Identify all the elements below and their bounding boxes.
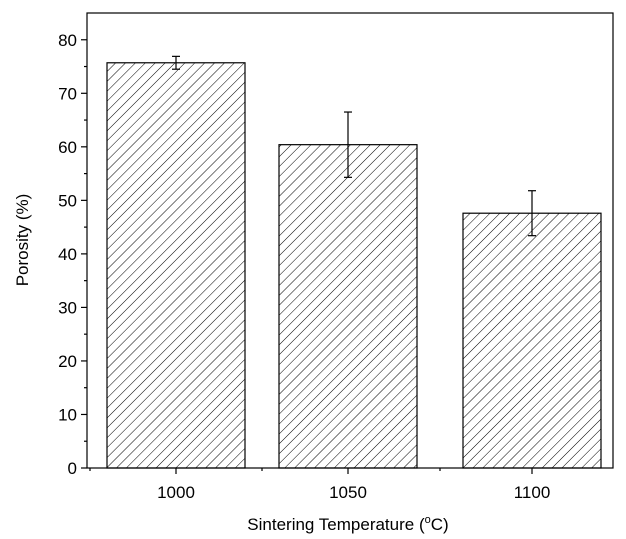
x-axis-title-degree: o — [425, 514, 431, 526]
error-bar-1050 — [344, 111, 352, 178]
y-tick-label: 30 — [58, 298, 77, 317]
y-axis-title: Porosity (%) — [13, 194, 32, 287]
y-tick-label: 0 — [68, 459, 77, 478]
y-tick-label: 40 — [58, 245, 77, 264]
x-tick-label-1000: 1000 — [157, 483, 195, 502]
y-tick-label: 80 — [58, 31, 77, 50]
error-bar-1000 — [172, 55, 180, 70]
y-tick-label: 50 — [58, 191, 77, 210]
bar-1000 — [106, 62, 246, 469]
x-axis: 1000 1050 1100 — [89, 468, 551, 502]
error-bars-layer — [172, 55, 536, 237]
y-tick-label: 70 — [58, 84, 77, 103]
plot-frame — [86, 12, 614, 469]
x-axis-title-main: Sintering Temperature ( — [247, 515, 425, 534]
bar-1100 — [462, 212, 602, 469]
x-axis-title: Sintering Temperature (oC) — [247, 514, 448, 534]
error-bar-1100 — [528, 190, 536, 237]
bar-1050 — [278, 144, 418, 469]
y-tick-label: 20 — [58, 352, 77, 371]
bars-layer — [106, 62, 602, 469]
y-tick-label: 60 — [58, 138, 77, 157]
x-axis-title-unit: C) — [431, 515, 449, 534]
x-tick-label-1100: 1100 — [514, 483, 551, 502]
x-tick-label-1050: 1050 — [329, 483, 367, 502]
y-tick-label: 10 — [58, 405, 77, 424]
y-axis: 0 10 20 30 40 50 60 70 80 — [58, 31, 87, 478]
